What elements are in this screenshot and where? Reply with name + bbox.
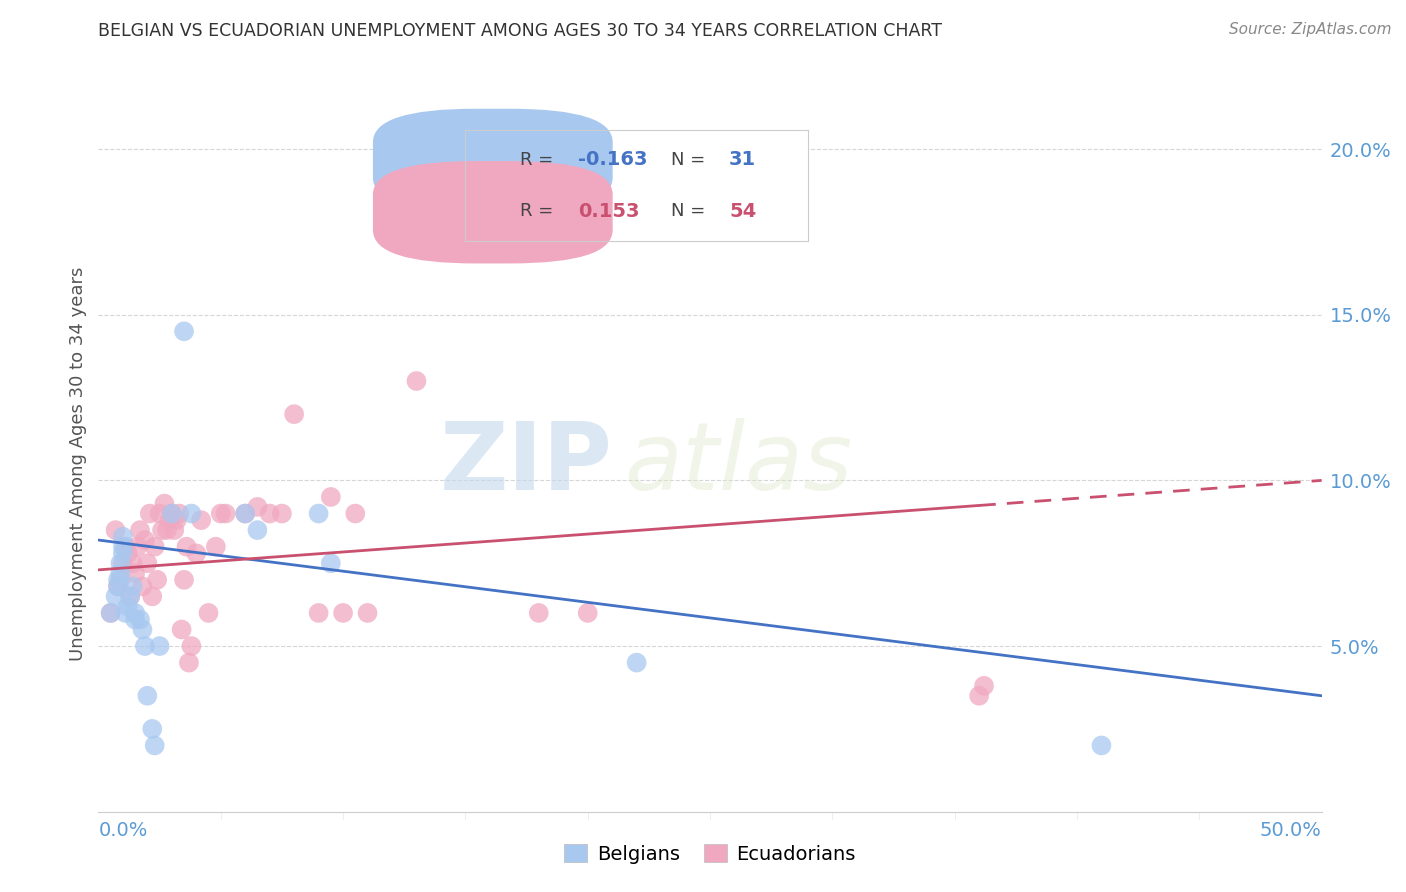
Point <box>129 523 152 537</box>
Point <box>197 606 219 620</box>
Point <box>111 556 134 570</box>
Point <box>319 556 342 570</box>
Point <box>246 500 269 514</box>
Point <box>153 497 176 511</box>
Point <box>527 606 550 620</box>
Point <box>124 613 146 627</box>
Point <box>107 573 129 587</box>
Point <box>967 689 990 703</box>
Point <box>114 606 136 620</box>
Point <box>117 599 139 614</box>
Point <box>157 513 180 527</box>
Point <box>405 374 427 388</box>
Point <box>319 490 342 504</box>
Point <box>127 540 149 554</box>
Point <box>124 606 146 620</box>
Point <box>110 573 132 587</box>
Point <box>259 507 281 521</box>
Point <box>332 606 354 620</box>
Text: atlas: atlas <box>624 418 852 509</box>
Text: Source: ZipAtlas.com: Source: ZipAtlas.com <box>1229 22 1392 37</box>
Point <box>186 546 208 560</box>
Text: ZIP: ZIP <box>439 417 612 510</box>
Point <box>180 639 202 653</box>
Point <box>283 407 305 421</box>
Point <box>110 566 132 581</box>
Point <box>344 507 367 521</box>
Point <box>134 639 156 653</box>
Point <box>120 590 142 604</box>
Point <box>129 613 152 627</box>
Point <box>166 513 188 527</box>
Legend: Belgians, Ecuadorians: Belgians, Ecuadorians <box>557 837 863 871</box>
Point <box>139 507 162 521</box>
Point <box>104 523 127 537</box>
Point <box>190 513 212 527</box>
Point <box>308 606 330 620</box>
Point <box>111 546 134 560</box>
Point <box>141 590 163 604</box>
Point <box>131 579 153 593</box>
Point <box>626 656 648 670</box>
Point <box>146 573 169 587</box>
Point <box>150 523 173 537</box>
Point <box>163 523 186 537</box>
Text: 50.0%: 50.0% <box>1260 821 1322 839</box>
Point <box>246 523 269 537</box>
Text: 0.0%: 0.0% <box>98 821 148 839</box>
Point <box>141 722 163 736</box>
Point <box>270 507 294 521</box>
Point <box>308 507 330 521</box>
Point <box>107 579 129 593</box>
Point <box>173 573 195 587</box>
Y-axis label: Unemployment Among Ages 30 to 34 years: Unemployment Among Ages 30 to 34 years <box>69 267 87 661</box>
Point <box>107 579 129 593</box>
Point <box>1090 739 1112 753</box>
Point <box>177 656 200 670</box>
Point <box>120 590 142 604</box>
Point <box>149 639 172 653</box>
Point <box>167 507 190 521</box>
Point <box>100 606 122 620</box>
Point <box>111 540 134 554</box>
Text: BELGIAN VS ECUADORIAN UNEMPLOYMENT AMONG AGES 30 TO 34 YEARS CORRELATION CHART: BELGIAN VS ECUADORIAN UNEMPLOYMENT AMONG… <box>98 22 942 40</box>
Point <box>176 540 198 554</box>
Point <box>104 590 127 604</box>
Point <box>121 556 143 570</box>
Point <box>160 507 183 521</box>
Point <box>209 507 232 521</box>
Point <box>576 606 599 620</box>
Point <box>233 507 256 521</box>
Point <box>173 324 195 338</box>
Point <box>170 623 193 637</box>
Point <box>121 579 143 593</box>
Point <box>160 507 183 521</box>
Point <box>111 530 134 544</box>
Point <box>136 689 159 703</box>
Point <box>180 507 202 521</box>
Point <box>205 540 228 554</box>
Point <box>134 533 156 547</box>
Point <box>356 606 378 620</box>
Point <box>124 566 146 581</box>
Point <box>233 507 256 521</box>
Point <box>114 540 136 554</box>
Point <box>110 556 132 570</box>
Point <box>149 507 172 521</box>
Point <box>143 739 166 753</box>
Point <box>214 507 236 521</box>
Point <box>156 523 179 537</box>
Point <box>100 606 122 620</box>
Point <box>973 679 995 693</box>
Point <box>136 556 159 570</box>
Point <box>117 546 139 560</box>
Point <box>131 623 153 637</box>
Point <box>143 540 166 554</box>
